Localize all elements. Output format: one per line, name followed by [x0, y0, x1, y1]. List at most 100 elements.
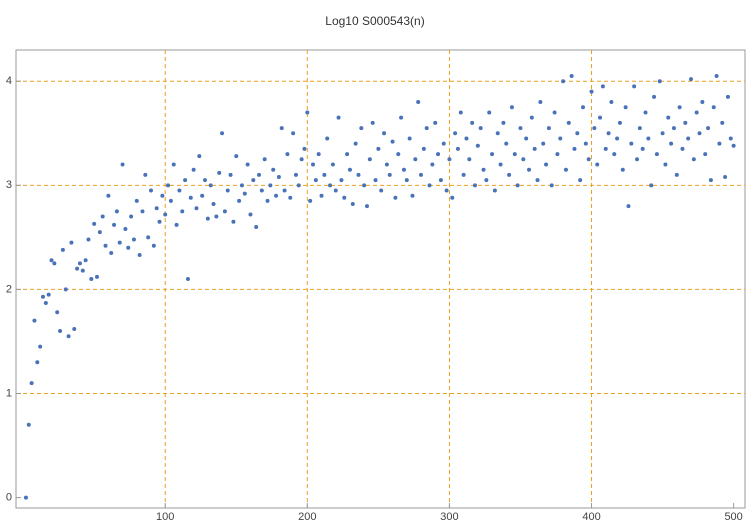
- x-tick-label: 400: [582, 511, 600, 523]
- point: [666, 115, 671, 120]
- point: [174, 222, 179, 227]
- point: [129, 214, 134, 219]
- x-tick-label: 300: [440, 511, 458, 523]
- point: [509, 105, 514, 110]
- point: [154, 206, 159, 211]
- x-tick-label: 100: [156, 511, 174, 523]
- point: [615, 136, 620, 141]
- point: [674, 172, 679, 177]
- point: [643, 110, 648, 115]
- point: [302, 146, 307, 151]
- point: [140, 209, 145, 214]
- point: [163, 212, 168, 217]
- point: [114, 209, 119, 214]
- point: [168, 198, 173, 203]
- point: [566, 120, 571, 125]
- point: [646, 136, 651, 141]
- point: [228, 172, 233, 177]
- point: [69, 240, 74, 245]
- point: [401, 167, 406, 172]
- point: [578, 178, 583, 183]
- point: [467, 157, 472, 162]
- point: [373, 178, 378, 183]
- point: [720, 120, 725, 125]
- point: [399, 115, 404, 120]
- point: [55, 310, 60, 315]
- point: [436, 152, 441, 157]
- point: [316, 152, 321, 157]
- point: [311, 162, 315, 167]
- point: [92, 221, 97, 226]
- point: [257, 172, 261, 177]
- point: [617, 120, 622, 125]
- point: [131, 237, 136, 242]
- point: [43, 300, 48, 305]
- point: [620, 167, 625, 172]
- point: [185, 277, 190, 281]
- point: [637, 126, 642, 131]
- point: [308, 198, 313, 203]
- point: [706, 126, 711, 131]
- point: [708, 178, 713, 183]
- point: [109, 250, 114, 255]
- point: [484, 178, 489, 183]
- point: [77, 261, 82, 266]
- point: [498, 162, 503, 167]
- point: [171, 162, 176, 167]
- point: [217, 170, 222, 175]
- point: [58, 329, 63, 334]
- point: [532, 146, 537, 151]
- point: [157, 219, 162, 224]
- point: [293, 172, 298, 177]
- point: [473, 183, 477, 188]
- point: [427, 183, 432, 188]
- point: [365, 204, 369, 209]
- point: [237, 198, 242, 203]
- point: [214, 214, 219, 219]
- point: [149, 188, 153, 193]
- point: [205, 216, 210, 221]
- point: [447, 157, 452, 162]
- point: [629, 141, 634, 146]
- point: [458, 110, 463, 115]
- chart-title: Log10 S000543(n): [325, 14, 424, 28]
- point: [654, 152, 659, 157]
- point: [387, 172, 392, 177]
- point: [649, 183, 654, 188]
- point: [453, 131, 458, 136]
- point: [703, 152, 708, 157]
- point: [683, 120, 688, 125]
- point: [350, 202, 355, 207]
- point: [612, 152, 617, 157]
- point: [495, 131, 500, 136]
- point: [635, 157, 639, 162]
- point: [66, 334, 71, 339]
- point: [652, 94, 657, 99]
- y-tick-label: 4: [6, 75, 12, 87]
- point: [689, 77, 693, 82]
- point: [700, 100, 705, 105]
- point: [211, 202, 216, 207]
- point: [606, 131, 611, 136]
- point: [441, 141, 446, 146]
- point: [470, 120, 475, 125]
- point: [586, 157, 591, 162]
- point: [32, 318, 37, 323]
- x-tick-label: 500: [724, 511, 742, 523]
- point: [146, 235, 151, 240]
- point: [330, 162, 335, 167]
- point: [518, 126, 523, 131]
- point: [333, 188, 338, 193]
- point: [325, 136, 330, 141]
- point: [393, 195, 398, 200]
- point: [274, 193, 279, 198]
- point: [524, 136, 529, 141]
- point: [575, 131, 580, 136]
- point: [137, 253, 142, 258]
- point: [609, 100, 614, 105]
- point: [299, 157, 304, 162]
- point: [623, 105, 628, 110]
- point: [265, 198, 270, 203]
- point: [336, 115, 341, 120]
- point: [382, 131, 387, 136]
